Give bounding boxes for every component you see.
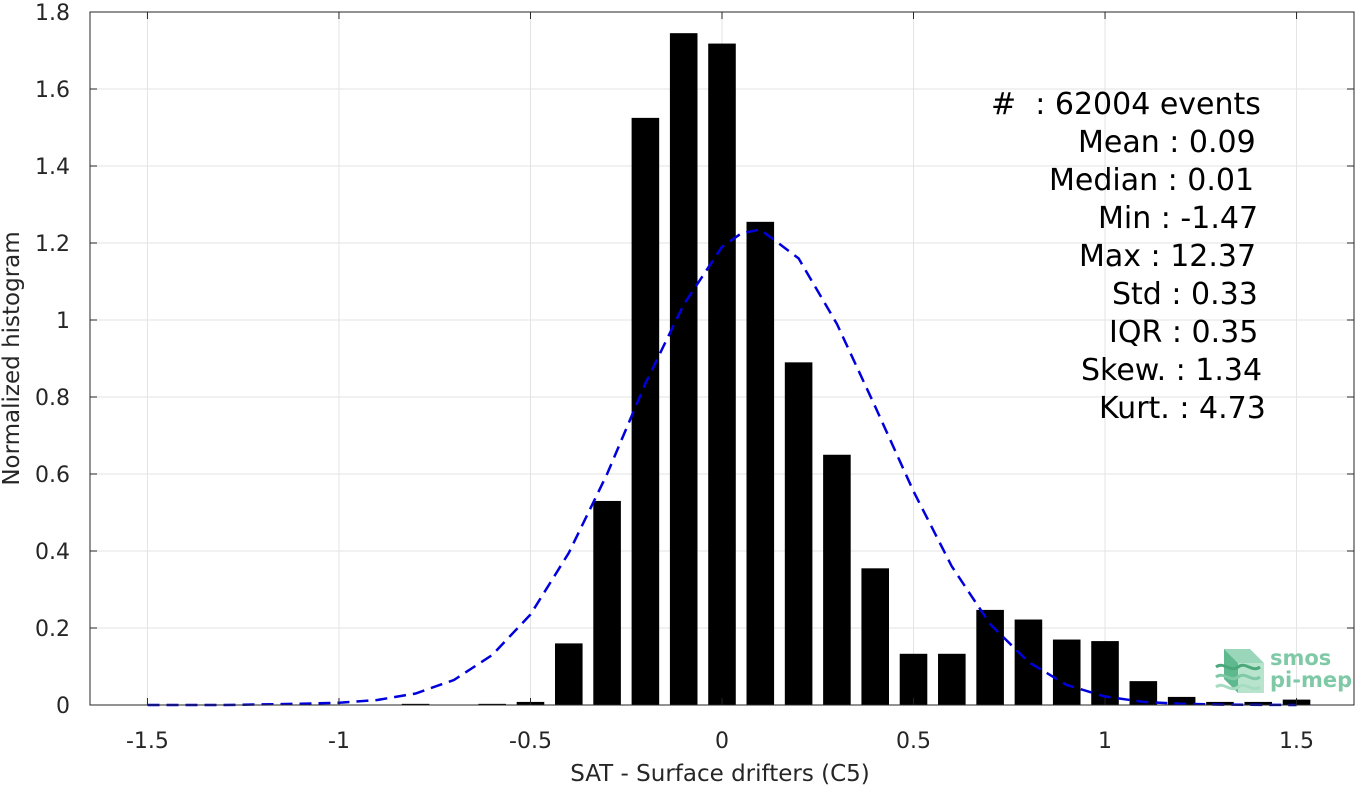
histogram-bar [823, 454, 851, 705]
y-tick-label: 0.6 [35, 463, 70, 488]
histogram-bar [938, 653, 966, 705]
stat-count: # : 62004 events [991, 87, 1261, 122]
x-tick-label: -1.5 [126, 729, 169, 754]
histogram-bar [708, 43, 736, 705]
histogram-bar [1167, 696, 1196, 705]
logo-text-pi-mep: pi-mep [1270, 668, 1353, 692]
x-tick-label: 0.5 [896, 729, 931, 754]
histogram-bar [1091, 641, 1119, 705]
histogram-bar [631, 117, 660, 705]
y-tick-label: 0.4 [35, 540, 70, 565]
stat-skew: Skew. : 1.34 [1081, 353, 1263, 388]
stat-std: Std : 0.33 [1112, 277, 1258, 312]
stat-mean: Mean : 0.09 [1078, 125, 1256, 160]
histogram-bar [1052, 639, 1081, 705]
y-tick-label: 1.2 [35, 232, 70, 257]
y-tick-label: 0.8 [35, 386, 70, 411]
y-tick-label: 0.2 [35, 617, 70, 642]
histogram-bar [861, 568, 890, 705]
histogram-bar [899, 653, 928, 705]
y-tick-label: 1 [56, 309, 70, 334]
x-axis-label: SAT - Surface drifters (C5) [570, 761, 870, 785]
y-tick-label: 1.6 [35, 78, 70, 103]
stat-median: Median : 0.01 [1049, 163, 1255, 198]
x-axis-ticks: -1.5 -1 -0.5 0 0.5 1 1.5 [126, 12, 1314, 754]
histogram-bar [554, 643, 583, 705]
x-tick-label: 1 [1098, 729, 1112, 754]
histogram-bar [478, 703, 506, 705]
stat-max: Max : 12.37 [1079, 239, 1257, 274]
y-tick-label: 1.8 [35, 1, 70, 26]
histogram-bar [1129, 681, 1158, 705]
y-axis-label: Normalized histogram [0, 231, 25, 485]
fit-curve [147, 228, 1297, 707]
x-tick-label: -0.5 [509, 729, 552, 754]
histogram-bar [593, 500, 621, 705]
stat-iqr: IQR : 0.35 [1109, 315, 1259, 350]
y-tick-label: 1.4 [35, 155, 70, 180]
histogram-bar [669, 33, 698, 706]
x-tick-label: -1 [328, 729, 350, 754]
histogram-bars [401, 33, 1311, 706]
histogram-bar [784, 362, 813, 705]
histogram-bar [746, 221, 775, 705]
x-tick-label: 0 [715, 729, 729, 754]
stat-min: Min : -1.47 [1098, 201, 1259, 236]
stat-kurt: Kurt. : 4.73 [1099, 391, 1266, 426]
histogram-bar [1244, 701, 1273, 705]
logo-text-smos: smos [1270, 646, 1332, 670]
y-axis-ticks: 0 0.2 0.4 0.6 0.8 1 1.2 1.4 1.6 1.8 [35, 1, 1354, 719]
histogram-bar [401, 703, 430, 705]
x-tick-label: 1.5 [1279, 729, 1314, 754]
smos-pi-mep-logo: smos pi-mep [1214, 645, 1354, 697]
logo-mark-icon [1215, 649, 1264, 693]
y-tick-label: 0 [56, 694, 70, 719]
histogram-bar [1014, 619, 1043, 705]
